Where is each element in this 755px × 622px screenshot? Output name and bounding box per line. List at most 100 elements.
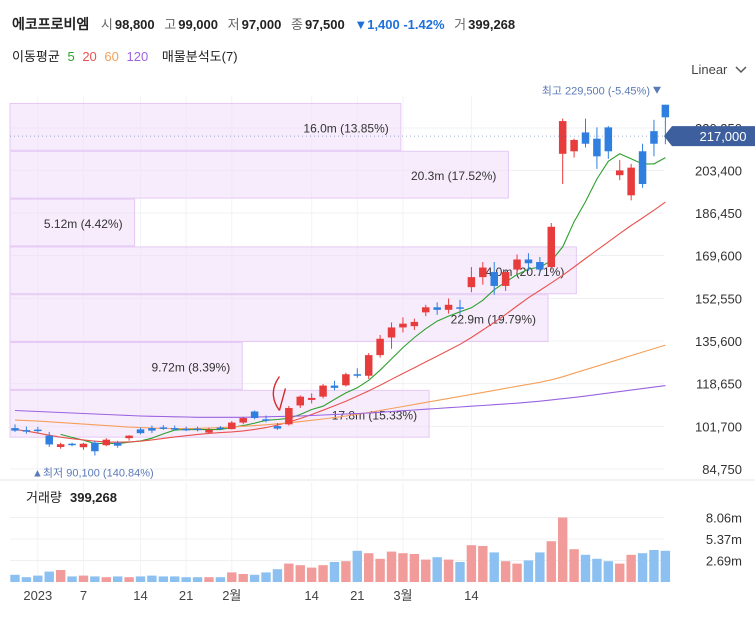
candle <box>444 298 453 314</box>
current-price-label: 217,000 <box>700 129 747 144</box>
volume-bar <box>421 559 431 582</box>
volume-bar <box>67 576 77 582</box>
candle <box>170 425 179 431</box>
candle-body <box>501 272 510 286</box>
volume-bar <box>261 572 271 582</box>
candle <box>56 442 65 449</box>
candle-body <box>490 272 498 286</box>
candle-body <box>273 426 282 429</box>
candle-body <box>34 429 42 432</box>
candle-body <box>319 385 327 397</box>
volume-bar <box>227 572 237 582</box>
volume-bar <box>443 559 454 582</box>
volume-bar <box>523 560 534 582</box>
volume-bar <box>181 577 191 582</box>
scale-dropdown[interactable]: Linear <box>691 62 747 77</box>
candle-body <box>250 411 259 419</box>
candle <box>34 426 42 434</box>
candle <box>319 384 327 399</box>
candle <box>422 304 430 317</box>
candle <box>342 372 350 387</box>
candle-body <box>353 374 362 376</box>
price-tick-label: 186,450 <box>695 206 742 221</box>
volume-profile-label: 매물분석도(7) <box>161 49 238 64</box>
candle <box>79 442 88 450</box>
candle-body <box>113 442 122 446</box>
volume-bar <box>249 574 260 582</box>
volume-profile-bar <box>9 150 509 199</box>
candle <box>182 426 190 432</box>
volume-bar <box>409 554 420 582</box>
candle-body <box>661 104 670 118</box>
candle <box>250 410 259 420</box>
ma-60-line <box>14 344 666 430</box>
candle-body <box>342 374 350 386</box>
volume-bar <box>626 554 636 582</box>
candle-body <box>136 429 145 434</box>
candle <box>136 427 145 435</box>
candle <box>490 262 498 295</box>
candle <box>353 368 362 378</box>
candle-body <box>102 439 111 446</box>
candle-body <box>376 338 384 356</box>
candle <box>102 438 111 447</box>
candle-body <box>11 428 19 431</box>
volume-label: 거 <box>454 17 467 32</box>
volume-bar <box>284 563 294 582</box>
candle-body <box>45 435 53 445</box>
candle <box>467 267 476 293</box>
volume-bar <box>489 552 499 582</box>
candle-body <box>536 262 544 270</box>
volume-bar <box>272 569 283 582</box>
stock-name: 에코프로비엠 <box>12 16 90 32</box>
volume-bar <box>352 550 362 582</box>
x-tick-label: 14 <box>464 588 478 603</box>
volume-bar <box>112 576 123 582</box>
high-annotation: 최고 229,500 (-5.45%) <box>542 85 650 98</box>
candle-body <box>125 435 133 439</box>
candle <box>239 416 247 425</box>
candle-body <box>56 444 65 447</box>
candle-body <box>558 121 567 154</box>
candle-body <box>422 307 430 313</box>
ma-120-label: 120 <box>126 49 149 64</box>
high-marker-icon <box>653 86 661 94</box>
candle <box>479 262 487 285</box>
ma-5-label: 5 <box>67 49 75 64</box>
candle-body <box>638 151 647 184</box>
candle-body <box>216 427 225 430</box>
volume-bar <box>341 561 351 582</box>
candle-body <box>433 307 441 310</box>
x-tick-label: 7 <box>80 588 87 603</box>
volume-bar <box>580 554 591 582</box>
candle <box>399 317 407 333</box>
ma-5-line <box>60 153 666 445</box>
volume-bar <box>535 552 545 582</box>
candle <box>638 143 647 188</box>
candle <box>68 442 76 447</box>
x-tick-label: 2월 <box>222 588 241 603</box>
volume-profile-label: 9.72m (8.39%) <box>152 360 231 374</box>
indicator-legend[interactable]: 이동평균 5 20 60 120 매물분석도(7) <box>12 46 242 65</box>
volume-bar <box>55 570 66 582</box>
volume-bar <box>386 551 397 582</box>
candle <box>205 427 213 434</box>
candle <box>193 426 202 432</box>
volume-bar <box>295 565 305 582</box>
volume-bar <box>215 577 226 582</box>
candle <box>91 440 99 456</box>
volume-bar <box>615 563 625 582</box>
x-tick-label: 3월 <box>393 588 412 603</box>
volume-bar <box>546 541 556 582</box>
volume-bar <box>466 545 477 582</box>
change-value: ▼1,400 -1.42% <box>354 17 445 32</box>
low-value: 97,000 <box>241 17 282 32</box>
candle-body <box>581 132 590 144</box>
chevron-down-icon <box>735 66 747 74</box>
candle <box>650 119 658 157</box>
volume-value: 399,268 <box>468 17 516 32</box>
candle-body <box>387 327 396 338</box>
volume-bar <box>306 567 317 582</box>
volume-bar <box>238 574 248 582</box>
